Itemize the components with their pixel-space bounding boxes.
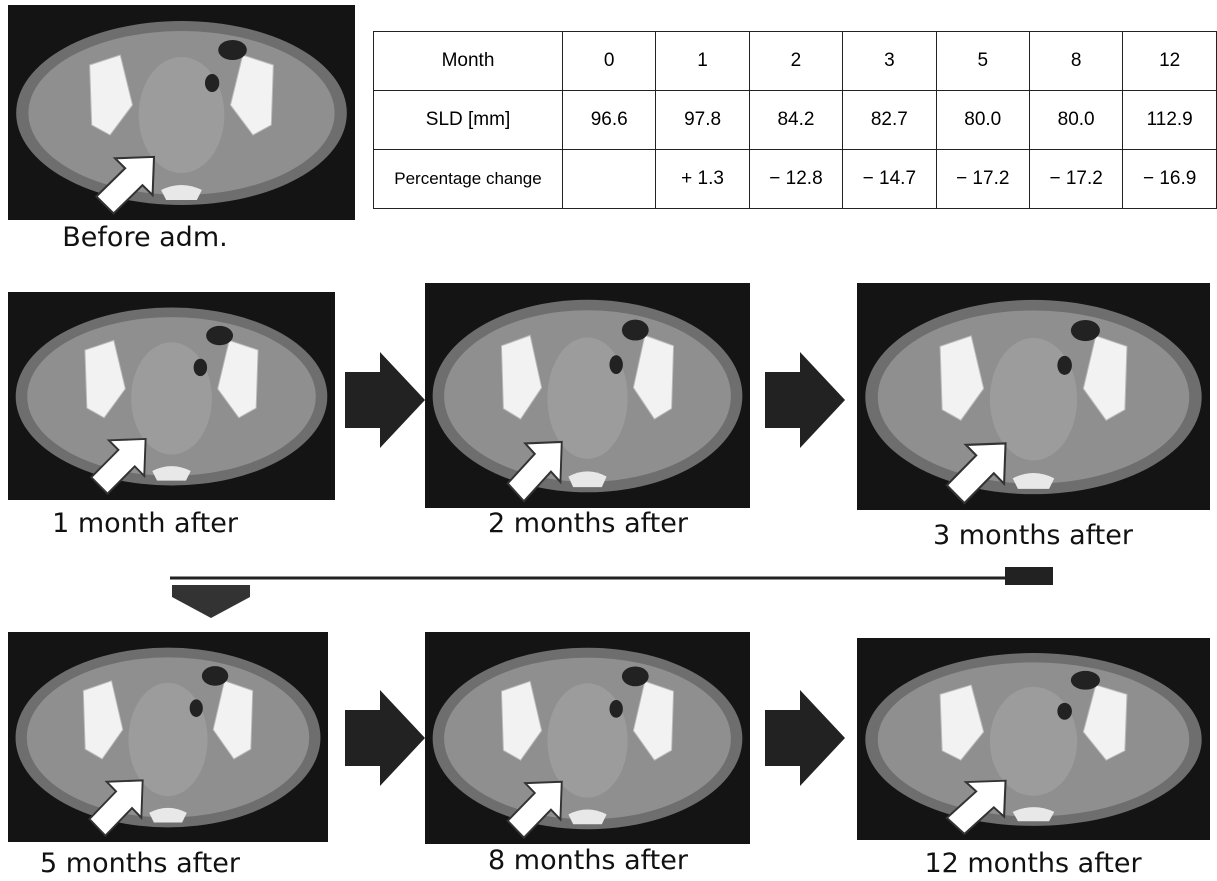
table-cell: 80.0 <box>1029 91 1122 150</box>
table-cell: 96.6 <box>562 91 655 150</box>
table-cell: 0 <box>562 32 655 91</box>
table-cell: 3 <box>843 32 936 91</box>
ct-image <box>857 638 1210 843</box>
table-cell: 12 <box>1123 32 1217 91</box>
ct-gas <box>1057 356 1072 375</box>
table-cell: SLD [mm] <box>374 91 563 150</box>
ct-gas <box>190 699 203 717</box>
caption: 5 months after <box>40 848 240 879</box>
caption: 12 months after <box>924 848 1141 879</box>
connector-arrow <box>172 585 250 618</box>
caption: 1 month after <box>52 508 238 539</box>
table-cell: 1 <box>656 32 749 91</box>
table-cell: 112.9 <box>1123 91 1217 150</box>
table-cell: − 16.9 <box>1123 150 1217 209</box>
ct-gas <box>194 359 207 376</box>
table-cell: − 17.2 <box>1029 150 1122 209</box>
caption: 8 months after <box>488 845 688 876</box>
table-cell: Percentage change <box>374 150 563 209</box>
ct-image <box>8 5 355 223</box>
ct-image <box>425 632 750 847</box>
ct-gas <box>1071 671 1100 690</box>
table-cell <box>562 150 655 209</box>
ct-gas <box>609 700 622 718</box>
ct-gas <box>1057 703 1072 720</box>
table-cell: 5 <box>936 32 1029 91</box>
caption: Before adm. <box>62 222 227 253</box>
table-cell: 97.8 <box>656 91 749 150</box>
ct-image <box>425 283 750 512</box>
table-cell: − 12.8 <box>749 150 842 209</box>
step-arrow <box>765 352 845 448</box>
table-cell: + 1.3 <box>656 150 749 209</box>
table-cell: − 14.7 <box>843 150 936 209</box>
table-cell: − 17.2 <box>936 150 1029 209</box>
caption: 2 months after <box>488 508 688 539</box>
ct-gas <box>622 667 649 687</box>
ct-image <box>8 292 335 503</box>
step-arrow <box>765 690 845 786</box>
ct-gas <box>1071 320 1100 341</box>
ct-gas <box>202 666 228 686</box>
ct-gas <box>622 320 649 341</box>
table-cell: 82.7 <box>843 91 936 150</box>
ct-gas <box>218 40 247 60</box>
ct-gas <box>205 74 219 92</box>
table-row: Percentage change+ 1.3− 12.8− 14.7− 17.2… <box>374 150 1217 209</box>
ct-gas <box>206 326 233 345</box>
ct-image <box>857 283 1210 514</box>
table-cell: Month <box>374 32 563 91</box>
ct-gas <box>609 355 622 374</box>
table-cell: 2 <box>749 32 842 91</box>
step-arrow <box>345 690 425 786</box>
connector-end <box>1005 567 1053 585</box>
step-arrow <box>345 352 425 448</box>
ct-image <box>8 632 328 845</box>
table-cell: 80.0 <box>936 91 1029 150</box>
caption: 3 months after <box>933 520 1133 551</box>
figure: Month01235812SLD [mm]96.697.884.282.780.… <box>0 0 1217 881</box>
table-cell: 8 <box>1029 32 1122 91</box>
table-cell: 84.2 <box>749 91 842 150</box>
